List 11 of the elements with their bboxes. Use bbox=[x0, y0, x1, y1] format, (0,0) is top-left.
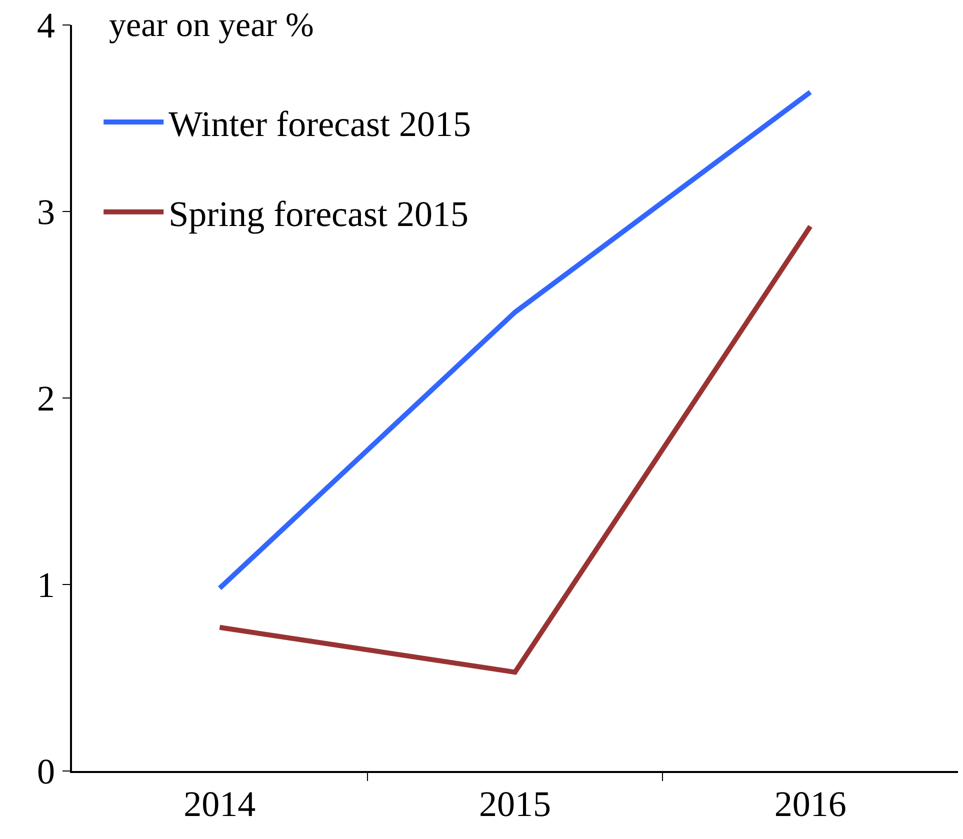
y-axis-title: year on year % bbox=[109, 7, 314, 44]
legend-label: Winter forecast 2015 bbox=[168, 104, 472, 144]
y-tick-label: 0 bbox=[37, 752, 56, 792]
x-tick-label: 2014 bbox=[184, 784, 256, 824]
y-tick-label: 2 bbox=[37, 378, 56, 419]
y-tick-label: 1 bbox=[37, 565, 56, 606]
y-tick-label: 3 bbox=[37, 192, 56, 232]
legend-label: Spring forecast 2015 bbox=[168, 194, 469, 234]
y-tick-label: 4 bbox=[37, 6, 56, 46]
x-tick-label: 2016 bbox=[774, 784, 846, 824]
x-tick-label: 2015 bbox=[479, 784, 551, 824]
